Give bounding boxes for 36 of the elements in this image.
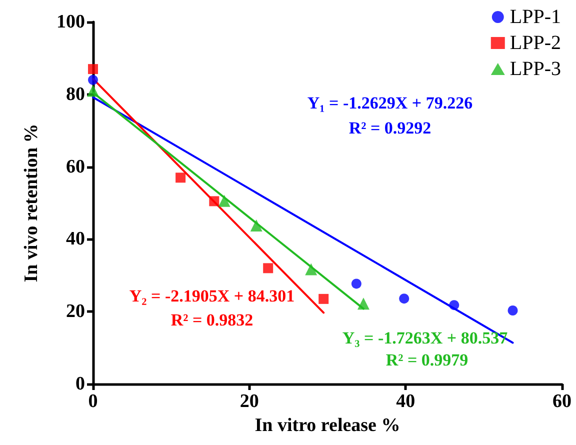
annotation: R² = 0.9832 — [170, 310, 254, 330]
annotation: Y₁ = -1.2629X + 79.226 — [307, 94, 473, 112]
point — [218, 194, 230, 207]
x-tick-label: 0 — [88, 391, 98, 412]
point — [88, 64, 98, 74]
point — [357, 298, 370, 310]
y-tick-label: 80 — [66, 84, 85, 105]
x-axis-title: In vitro release % — [254, 414, 400, 436]
legend-label: LPP-1 — [510, 6, 561, 28]
point — [318, 294, 329, 304]
x-tick-label: 20 — [240, 391, 259, 412]
point — [250, 219, 262, 232]
point — [399, 294, 410, 304]
point — [508, 306, 518, 316]
y-tick-label: 0 — [76, 374, 85, 394]
point — [305, 263, 318, 276]
y-axis-title: In vivo retention % — [21, 124, 42, 282]
annotation: R² = 0.9292 — [348, 118, 432, 138]
y-tick-label: 40 — [66, 228, 85, 250]
annotation: R² = 0.9979 — [386, 350, 468, 370]
point — [449, 300, 460, 310]
x-tick-label: 40 — [396, 391, 416, 412]
y-tick-label: 20 — [66, 301, 85, 322]
annotation: Y₂ = -2.1905X + 84.301 — [129, 286, 295, 306]
point — [87, 84, 99, 97]
y-tick-label: 60 — [66, 156, 85, 178]
point — [263, 263, 274, 274]
point — [88, 74, 98, 85]
y-tick-label: 100 — [56, 12, 85, 32]
x-tick-label: 60 — [552, 391, 572, 412]
legend-label: LPP-3 — [510, 58, 561, 80]
point — [351, 278, 362, 289]
point — [176, 172, 186, 183]
legend-label: LPP-2 — [510, 32, 561, 54]
annotation: Y₃ = -1.7263X + 80.537 — [342, 328, 508, 348]
point — [209, 196, 220, 206]
